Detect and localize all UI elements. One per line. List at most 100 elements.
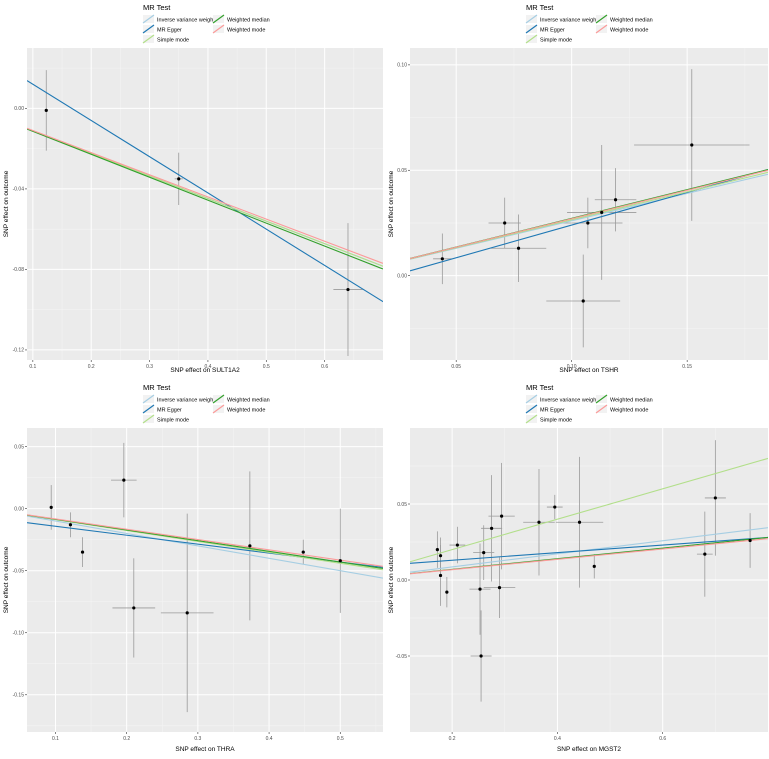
data-point: [248, 544, 252, 548]
x-tick-label: 0.10: [567, 364, 577, 370]
data-point: [455, 543, 459, 547]
x-axis-title: SNP effect on SULT1A2: [170, 367, 240, 374]
legend-key-line: [142, 14, 155, 24]
regression-line: [27, 127, 383, 264]
data-point: [500, 514, 504, 518]
legend-1: MR Test Inverse variance weighted MR Egger…: [142, 3, 270, 44]
legend-key-line: [212, 394, 225, 404]
legend-key-line: [525, 24, 538, 34]
x-tick-label: 0.6: [659, 736, 666, 742]
regression-line: [27, 514, 383, 567]
legend-key-line: [142, 24, 155, 34]
legend-2: MR Test Inverse variance weighted MR Egger…: [525, 3, 653, 44]
x-tick-label: 0.3: [146, 364, 153, 370]
legend-label: Weighted median: [227, 18, 270, 24]
y-tick-label: 0.05: [14, 444, 24, 450]
data-point: [613, 198, 618, 202]
plot-area: [27, 70, 383, 356]
legend-title: MR Test: [143, 3, 171, 12]
legend-label: Weighted mode: [227, 28, 265, 34]
x-tick-label: 0.1: [29, 364, 36, 370]
legend-key-line: [142, 414, 155, 424]
legend-label: Weighted mode: [610, 28, 648, 34]
data-point: [537, 520, 541, 524]
legend-key-line: [212, 404, 225, 414]
data-point: [80, 550, 85, 554]
y-tick-label: -0.05: [13, 568, 25, 574]
regression-line: [410, 171, 768, 260]
legend-key-line: [212, 24, 225, 34]
gridlines: [27, 48, 383, 360]
data-point: [586, 221, 590, 225]
data-point: [445, 590, 449, 594]
legend-key-line: [525, 404, 538, 414]
data-point: [490, 526, 494, 530]
data-point: [301, 550, 305, 554]
legend-title: MR Test: [526, 3, 554, 12]
legend-4: MR Test Inverse variance weighted MR Egger…: [525, 383, 653, 424]
x-axis-title: SNP effect on MGST2: [557, 746, 621, 753]
regression-line: [27, 128, 383, 270]
legend-key-line: [595, 394, 608, 404]
regression-line: [410, 457, 768, 563]
y-tick-label: 0.00: [397, 578, 407, 584]
legend-label: Inverse variance weighted: [157, 18, 221, 24]
chart-panel-1: 0.1 0.2 0.3 0.4 0.5 0.6 0.00 -0.04 -0.08 -0.12 SNP…: [3, 48, 383, 374]
legend-key-line: [595, 14, 608, 24]
x-tick-label: 0.4: [554, 736, 561, 742]
legend-label: Weighted mode: [227, 408, 265, 414]
y-tick-label: 0.00: [14, 506, 24, 512]
data-point: [553, 505, 557, 509]
data-point: [516, 246, 521, 250]
data-point: [592, 564, 596, 568]
x-tick-label: 0.3: [194, 736, 201, 742]
legend-label: Simple mode: [540, 418, 572, 424]
x-tick-label: 0.2: [449, 736, 456, 742]
panel-background: [27, 48, 383, 360]
legend-label: Simple mode: [157, 418, 189, 424]
x-tick-label: 0.05: [451, 364, 461, 370]
data-point: [748, 538, 752, 543]
regression-line: [27, 128, 383, 267]
legend-label: Simple mode: [540, 38, 572, 44]
y-axis-title: SNP effect on outcome: [3, 546, 10, 613]
y-axis-title: SNP effect on outcome: [388, 546, 395, 613]
regression-line: [410, 173, 768, 260]
legend-key-line: [525, 394, 538, 404]
panel-background: [410, 48, 768, 360]
data-point: [577, 520, 582, 524]
legend-label: Inverse variance weighted: [540, 398, 604, 404]
data-point: [478, 587, 482, 591]
panel-background: [27, 428, 383, 732]
data-point: [438, 554, 443, 558]
data-point: [600, 210, 604, 215]
data-point: [68, 523, 73, 527]
data-point: [338, 559, 342, 563]
legend-3: MR Test Inverse variance weighted MR Egger…: [142, 383, 270, 424]
legend-label: Simple mode: [157, 38, 189, 44]
regression-line: [27, 80, 383, 303]
regression-line: [410, 536, 768, 564]
data-point: [497, 586, 502, 590]
data-point: [49, 505, 53, 510]
legend-key-line: [142, 394, 155, 404]
data-point: [346, 287, 350, 292]
x-tick-label: 0.15: [682, 364, 692, 370]
legend-label: Weighted median: [227, 398, 270, 404]
x-axis-title: SNP effect on TSHR: [559, 367, 619, 374]
legend-label: MR Egger: [540, 28, 565, 34]
y-tick-label: 0.00: [397, 273, 407, 279]
x-tick-label: 0.2: [123, 736, 130, 742]
gridlines: [410, 428, 768, 732]
plot-area: [410, 69, 768, 348]
legend-key-line: [212, 14, 225, 24]
y-tick-label: -0.04: [13, 187, 25, 193]
legend-label: MR Egger: [157, 28, 182, 34]
x-tick-label: 0.2: [88, 364, 95, 370]
data-point: [503, 221, 507, 225]
x-tick-label: 0.4: [266, 736, 273, 742]
legend-title: MR Test: [143, 383, 171, 392]
data-point: [703, 552, 707, 556]
data-point: [581, 299, 585, 303]
